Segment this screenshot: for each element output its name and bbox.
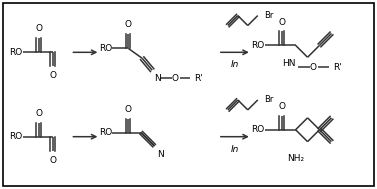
Text: O: O [125,105,132,114]
Text: R': R' [194,74,203,83]
Text: RO: RO [99,128,112,137]
Text: N: N [154,74,161,83]
Text: NH₂: NH₂ [287,154,304,163]
Text: RO: RO [251,125,265,134]
Text: In: In [231,60,239,69]
Text: RO: RO [99,44,112,53]
Text: O: O [278,18,285,26]
Text: R': R' [334,63,342,72]
Text: O: O [125,20,132,29]
Text: O: O [35,109,42,118]
Text: O: O [278,102,285,111]
Text: RO: RO [9,132,23,141]
Text: RO: RO [251,41,265,50]
Text: RO: RO [9,48,23,57]
Text: O: O [309,63,316,72]
Text: O: O [49,71,56,80]
Text: N: N [157,149,164,159]
Text: In: In [231,145,239,154]
Text: Br: Br [264,95,273,105]
Text: O: O [35,24,42,33]
Text: Br: Br [264,11,273,20]
Text: O: O [49,156,56,165]
Text: HN: HN [282,59,296,68]
Text: O: O [172,74,179,83]
